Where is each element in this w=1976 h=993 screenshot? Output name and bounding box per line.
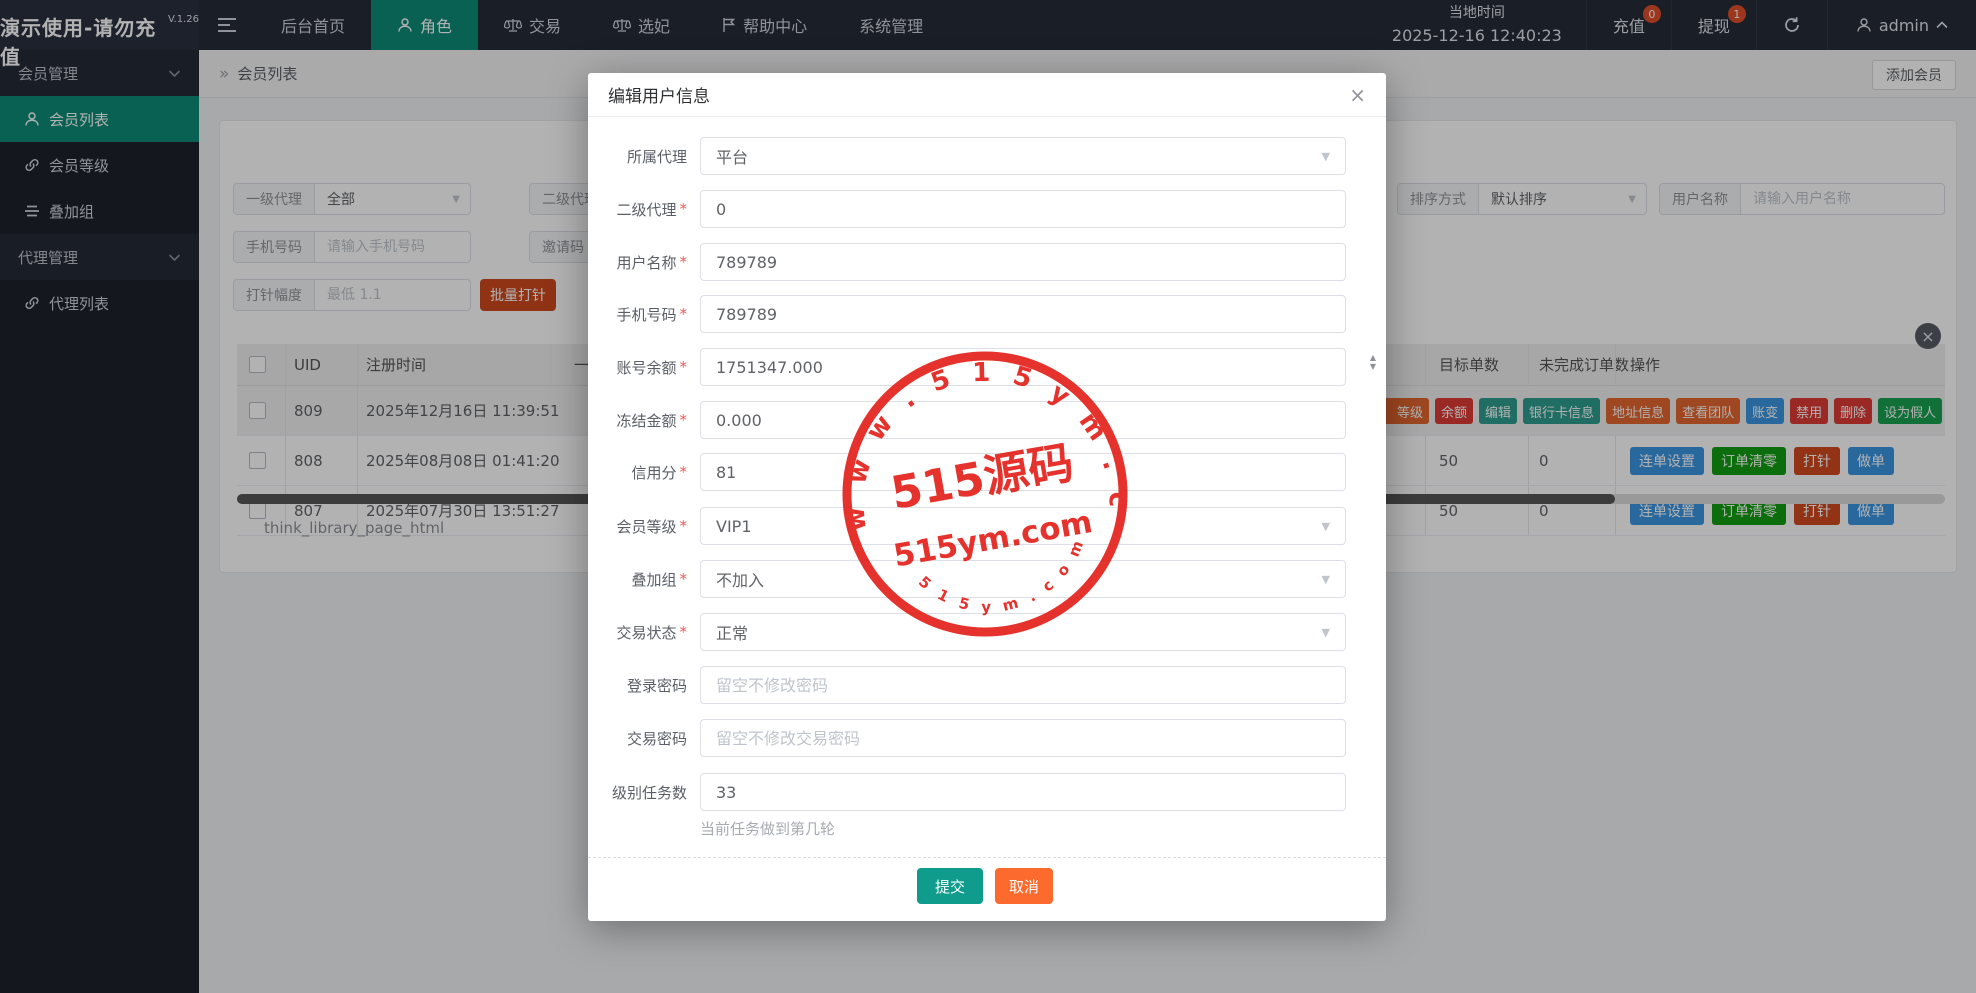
stepper-up-icon[interactable]: ▲ (1370, 354, 1376, 362)
cancel-button[interactable]: 取消 (995, 868, 1053, 904)
required-mark: * (680, 623, 688, 641)
trade-status-select[interactable]: 正常 ▼ (700, 613, 1346, 651)
required-mark: * (680, 253, 688, 271)
field-frozen-amount: 冻结金额* (588, 401, 1386, 439)
stepper-down-icon[interactable]: ▼ (1370, 363, 1376, 371)
agent2-field[interactable] (700, 190, 1346, 228)
select-value: 不加入 (716, 567, 764, 591)
login-password-field[interactable] (700, 666, 1346, 704)
close-icon[interactable]: × (1349, 85, 1366, 105)
field-label: 交易密码 (627, 728, 687, 749)
select-value: VIP1 (716, 517, 752, 536)
chevron-down-icon: ▼ (1322, 150, 1330, 163)
field-label: 手机号码 (616, 304, 676, 325)
field-label: 所属代理 (627, 146, 687, 167)
chevron-down-icon: ▼ (1322, 520, 1330, 533)
modal-header: 编辑用户信息 × (588, 73, 1386, 117)
field-label: 冻结金额 (616, 410, 676, 431)
stack-group-select[interactable]: 不加入 ▼ (700, 560, 1346, 598)
field-login-password: 登录密码 (588, 666, 1386, 704)
required-mark: * (680, 517, 688, 535)
required-mark: * (680, 200, 688, 218)
member-level-select[interactable]: VIP1 ▼ (700, 507, 1346, 545)
required-mark: * (680, 411, 688, 429)
field-label: 级别任务数 (612, 782, 687, 803)
field-balance: 账号余额* ▲▼ (588, 348, 1386, 386)
level-task-count-field[interactable] (700, 773, 1346, 811)
field-username: 用户名称* (588, 243, 1386, 281)
field-trade-status: 交易状态* 正常 ▼ (588, 613, 1386, 651)
owner-agent-select[interactable]: 平台 ▼ (700, 137, 1346, 175)
field-label: 交易状态 (616, 622, 676, 643)
field-member-level: 会员等级* VIP1 ▼ (588, 507, 1386, 545)
number-stepper[interactable]: ▲▼ (1370, 354, 1376, 371)
field-phone: 手机号码* (588, 295, 1386, 333)
field-stack-group: 叠加组* 不加入 ▼ (588, 560, 1386, 598)
chevron-down-icon: ▼ (1322, 626, 1330, 639)
field-label: 二级代理 (616, 199, 676, 220)
submit-button[interactable]: 提交 (917, 868, 983, 904)
select-value: 正常 (716, 620, 748, 644)
field-credit-score: 信用分* (588, 453, 1386, 491)
field-agent2: 二级代理* (588, 190, 1386, 228)
chevron-down-icon: ▼ (1322, 573, 1330, 586)
edit-user-modal: 编辑用户信息 × 所属代理 平台 ▼ 二级代理* 用户名称* 手机号码* 账号余… (588, 73, 1386, 921)
select-value: 平台 (716, 144, 748, 168)
field-hint: 当前任务做到第几轮 (700, 818, 835, 839)
field-level-task-count: 级别任务数 (588, 773, 1386, 811)
field-label: 登录密码 (627, 675, 687, 696)
required-mark: * (680, 463, 688, 481)
username-field[interactable] (700, 243, 1346, 281)
field-label: 账号余额 (616, 357, 676, 378)
phone-field[interactable] (700, 295, 1346, 333)
balance-field[interactable] (700, 348, 1346, 386)
required-mark: * (680, 570, 688, 588)
field-owner-agent: 所属代理 平台 ▼ (588, 137, 1386, 175)
trade-password-field[interactable] (700, 719, 1346, 757)
field-label: 会员等级 (616, 516, 676, 537)
field-trade-password: 交易密码 (588, 719, 1386, 757)
required-mark: * (680, 305, 688, 323)
modal-footer-divider (588, 857, 1386, 858)
frozen-amount-field[interactable] (700, 401, 1346, 439)
field-label: 信用分 (631, 462, 676, 483)
credit-score-field[interactable] (700, 453, 1346, 491)
required-mark: * (680, 358, 688, 376)
field-label: 叠加组 (631, 569, 676, 590)
modal-title: 编辑用户信息 (608, 82, 710, 107)
field-label: 用户名称 (616, 252, 676, 273)
